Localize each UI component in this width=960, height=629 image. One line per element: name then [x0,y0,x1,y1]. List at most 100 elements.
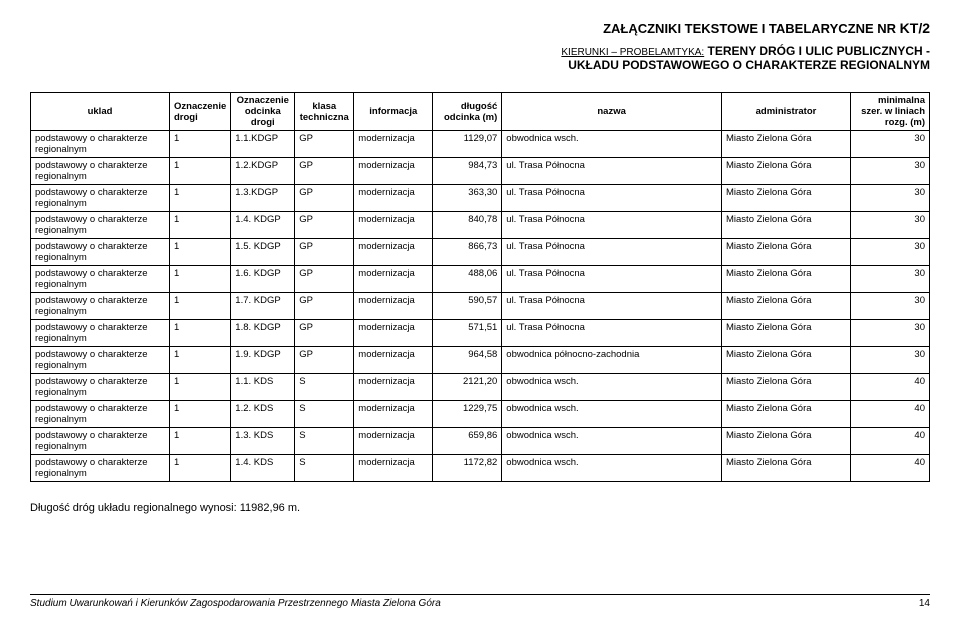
cell-adm: Miasto Zielona Góra [722,239,851,266]
subheader-line2: UKŁADU PODSTAWOWEGO O CHARAKTERZE REGION… [568,58,930,72]
title-kt: KT/2 [900,20,930,36]
footer: Studium Uwarunkowań i Kierunków Zagospod… [30,594,930,609]
cell-dl: 984,73 [433,158,502,185]
cell-uklad: podstawowy o charakterze regionalnym [31,266,170,293]
cell-naz: ul. Trasa Północna [502,158,722,185]
cell-naz: ul. Trasa Północna [502,293,722,320]
cell-min: 40 [851,455,930,482]
cell-ozn: 1 [170,185,231,212]
cell-min: 30 [851,185,930,212]
subheader: KIERUNKI – PROBELAMTYKA: TERENY DRÓG I U… [30,44,930,72]
cell-naz: obwodnica północno-zachodnia [502,347,722,374]
cell-uklad: podstawowy o charakterze regionalnym [31,293,170,320]
table-row: podstawowy o charakterze regionalnym11.4… [31,212,930,239]
cell-naz: obwodnica wsch. [502,428,722,455]
col-nazwa: nazwa [502,93,722,131]
cell-uklad: podstawowy o charakterze regionalnym [31,158,170,185]
cell-uklad: podstawowy o charakterze regionalnym [31,212,170,239]
table-row: podstawowy o charakterze regionalnym11.4… [31,455,930,482]
cell-kl: S [295,428,354,455]
cell-naz: obwodnica wsch. [502,455,722,482]
cell-inf: modernizacja [354,428,433,455]
col-ozn-odcinka: Oznaczenie odcinka drogi [231,93,295,131]
cell-min: 30 [851,131,930,158]
cell-dl: 1129,07 [433,131,502,158]
col-uklad: uklad [31,93,170,131]
cell-uklad: podstawowy o charakterze regionalnym [31,428,170,455]
cell-dl: 590,57 [433,293,502,320]
cell-naz: ul. Trasa Północna [502,212,722,239]
cell-uklad: podstawowy o charakterze regionalnym [31,374,170,401]
table-row: podstawowy o charakterze regionalnym11.3… [31,428,930,455]
cell-adm: Miasto Zielona Góra [722,131,851,158]
cell-kl: GP [295,212,354,239]
cell-adm: Miasto Zielona Góra [722,347,851,374]
header-row: uklad Oznaczenie drogi Oznaczenie odcink… [31,93,930,131]
table-row: podstawowy o charakterze regionalnym11.5… [31,239,930,266]
cell-dl: 488,06 [433,266,502,293]
cell-min: 40 [851,428,930,455]
data-table: uklad Oznaczenie drogi Oznaczenie odcink… [30,92,930,482]
table-row: podstawowy o charakterze regionalnym11.7… [31,293,930,320]
cell-odc: 1.4. KDS [231,455,295,482]
cell-inf: modernizacja [354,293,433,320]
cell-inf: modernizacja [354,131,433,158]
cell-naz: obwodnica wsch. [502,401,722,428]
title-prefix: ZAŁĄCZNIKI TEKSTOWE I TABELARYCZNE NR [603,21,900,36]
cell-inf: modernizacja [354,320,433,347]
cell-ozn: 1 [170,401,231,428]
cell-ozn: 1 [170,347,231,374]
cell-dl: 840,78 [433,212,502,239]
col-min: minimalna szer. w liniach rozg. (m) [851,93,930,131]
cell-odc: 1.6. KDGP [231,266,295,293]
cell-odc: 1.1. KDS [231,374,295,401]
cell-ozn: 1 [170,266,231,293]
cell-inf: modernizacja [354,239,433,266]
cell-dl: 2121,20 [433,374,502,401]
cell-naz: ul. Trasa Północna [502,185,722,212]
footer-page: 14 [919,598,930,609]
cell-uklad: podstawowy o charakterze regionalnym [31,320,170,347]
cell-inf: modernizacja [354,158,433,185]
cell-kl: GP [295,158,354,185]
cell-ozn: 1 [170,158,231,185]
cell-naz: obwodnica wsch. [502,374,722,401]
cell-ozn: 1 [170,320,231,347]
subheader-line1: TERENY DRÓG I ULIC PUBLICZNYCH - [704,44,930,58]
cell-min: 30 [851,347,930,374]
cell-odc: 1.4. KDGP [231,212,295,239]
cell-kl: GP [295,131,354,158]
cell-odc: 1.2.KDGP [231,158,295,185]
cell-ozn: 1 [170,455,231,482]
cell-kl: GP [295,266,354,293]
cell-inf: modernizacja [354,455,433,482]
cell-ozn: 1 [170,239,231,266]
cell-uklad: podstawowy o charakterze regionalnym [31,455,170,482]
col-admin: administrator [722,93,851,131]
cell-kl: S [295,401,354,428]
cell-adm: Miasto Zielona Góra [722,374,851,401]
cell-ozn: 1 [170,428,231,455]
cell-inf: modernizacja [354,212,433,239]
cell-kl: GP [295,347,354,374]
cell-min: 30 [851,239,930,266]
cell-adm: Miasto Zielona Góra [722,158,851,185]
cell-adm: Miasto Zielona Góra [722,455,851,482]
cell-ozn: 1 [170,212,231,239]
cell-min: 40 [851,374,930,401]
cell-dl: 1172,82 [433,455,502,482]
table-row: podstawowy o charakterze regionalnym11.1… [31,131,930,158]
cell-inf: modernizacja [354,374,433,401]
cell-kl: S [295,455,354,482]
col-klasa: klasa techniczna [295,93,354,131]
cell-kl: GP [295,320,354,347]
cell-adm: Miasto Zielona Góra [722,320,851,347]
cell-dl: 964,58 [433,347,502,374]
cell-kl: GP [295,185,354,212]
cell-naz: ul. Trasa Północna [502,320,722,347]
cell-min: 30 [851,266,930,293]
page-header: ZAŁĄCZNIKI TEKSTOWE I TABELARYCZNE NR KT… [30,20,930,36]
cell-ozn: 1 [170,131,231,158]
cell-naz: ul. Trasa Północna [502,266,722,293]
footer-text: Studium Uwarunkowań i Kierunków Zagospod… [30,598,441,609]
